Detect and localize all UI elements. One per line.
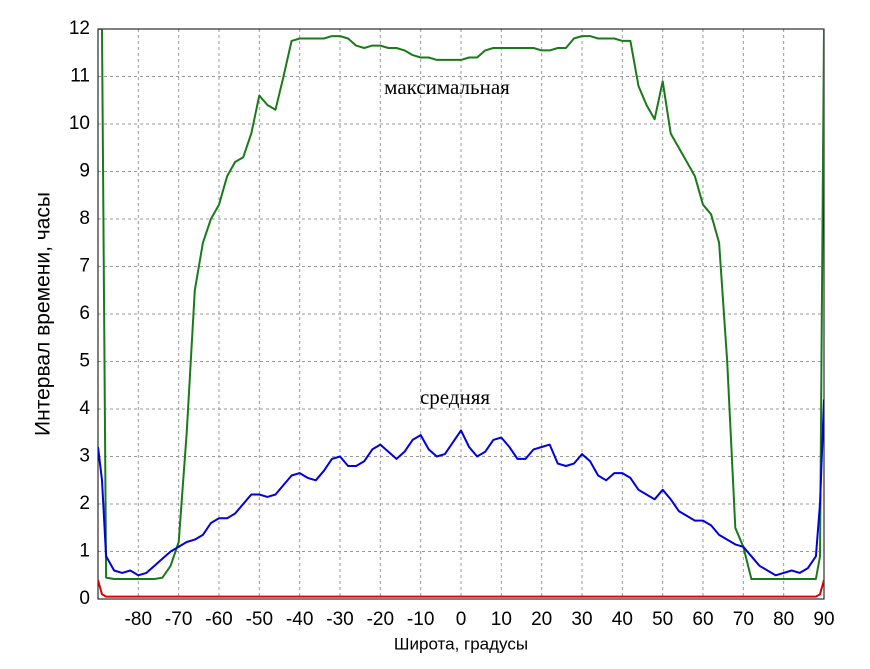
plot-area <box>98 29 824 598</box>
x-tick-label: -40 <box>286 609 313 630</box>
annotation: максимальная <box>384 75 510 99</box>
y-tick-label: 6 <box>79 303 90 324</box>
y-tick-label: 5 <box>79 351 90 372</box>
x-tick-label: 50 <box>652 609 673 630</box>
x-tick-label: -10 <box>407 609 434 630</box>
x-tick-label: -70 <box>165 609 192 630</box>
data-line <box>98 399 824 577</box>
x-tick-label: -20 <box>367 609 394 630</box>
annotation: средняя <box>420 385 490 409</box>
y-tick-label: 3 <box>79 446 90 467</box>
y-tick-label: 11 <box>70 66 90 87</box>
x-tick-label: 20 <box>531 609 552 630</box>
x-tick-label: 30 <box>571 609 592 630</box>
x-tick-label: 70 <box>733 609 754 630</box>
x-tick-label: -50 <box>246 609 273 630</box>
y-tick-label: 7 <box>79 256 90 277</box>
x-tick-label: 40 <box>612 609 633 630</box>
y-tick-label: 8 <box>79 208 90 229</box>
y-tick-label: 0 <box>79 588 90 609</box>
x-tick-label: -80 <box>125 609 152 630</box>
data-line <box>98 579 824 598</box>
x-tick-label: 80 <box>773 609 794 630</box>
y-tick-label: 10 <box>69 113 90 134</box>
y-axis-label: Интервал времени, часы <box>32 192 55 436</box>
x-tick-label: 60 <box>692 609 713 630</box>
x-tick-label: 90 <box>813 609 834 630</box>
y-tick-label: 4 <box>79 398 90 419</box>
y-tick-label: 2 <box>79 493 90 514</box>
y-tick-label: 12 <box>69 18 90 39</box>
x-tick-label: 0 <box>456 609 467 630</box>
y-tick-label: 1 <box>79 541 90 562</box>
y-tick-label: 9 <box>79 161 90 182</box>
x-tick-label: -30 <box>326 609 353 630</box>
plot-frame <box>97 28 825 600</box>
x-tick-label: -60 <box>205 609 232 630</box>
data-line <box>98 29 824 580</box>
x-tick-label: 10 <box>491 609 512 630</box>
x-axis-label: Широта, градусы <box>394 634 528 653</box>
